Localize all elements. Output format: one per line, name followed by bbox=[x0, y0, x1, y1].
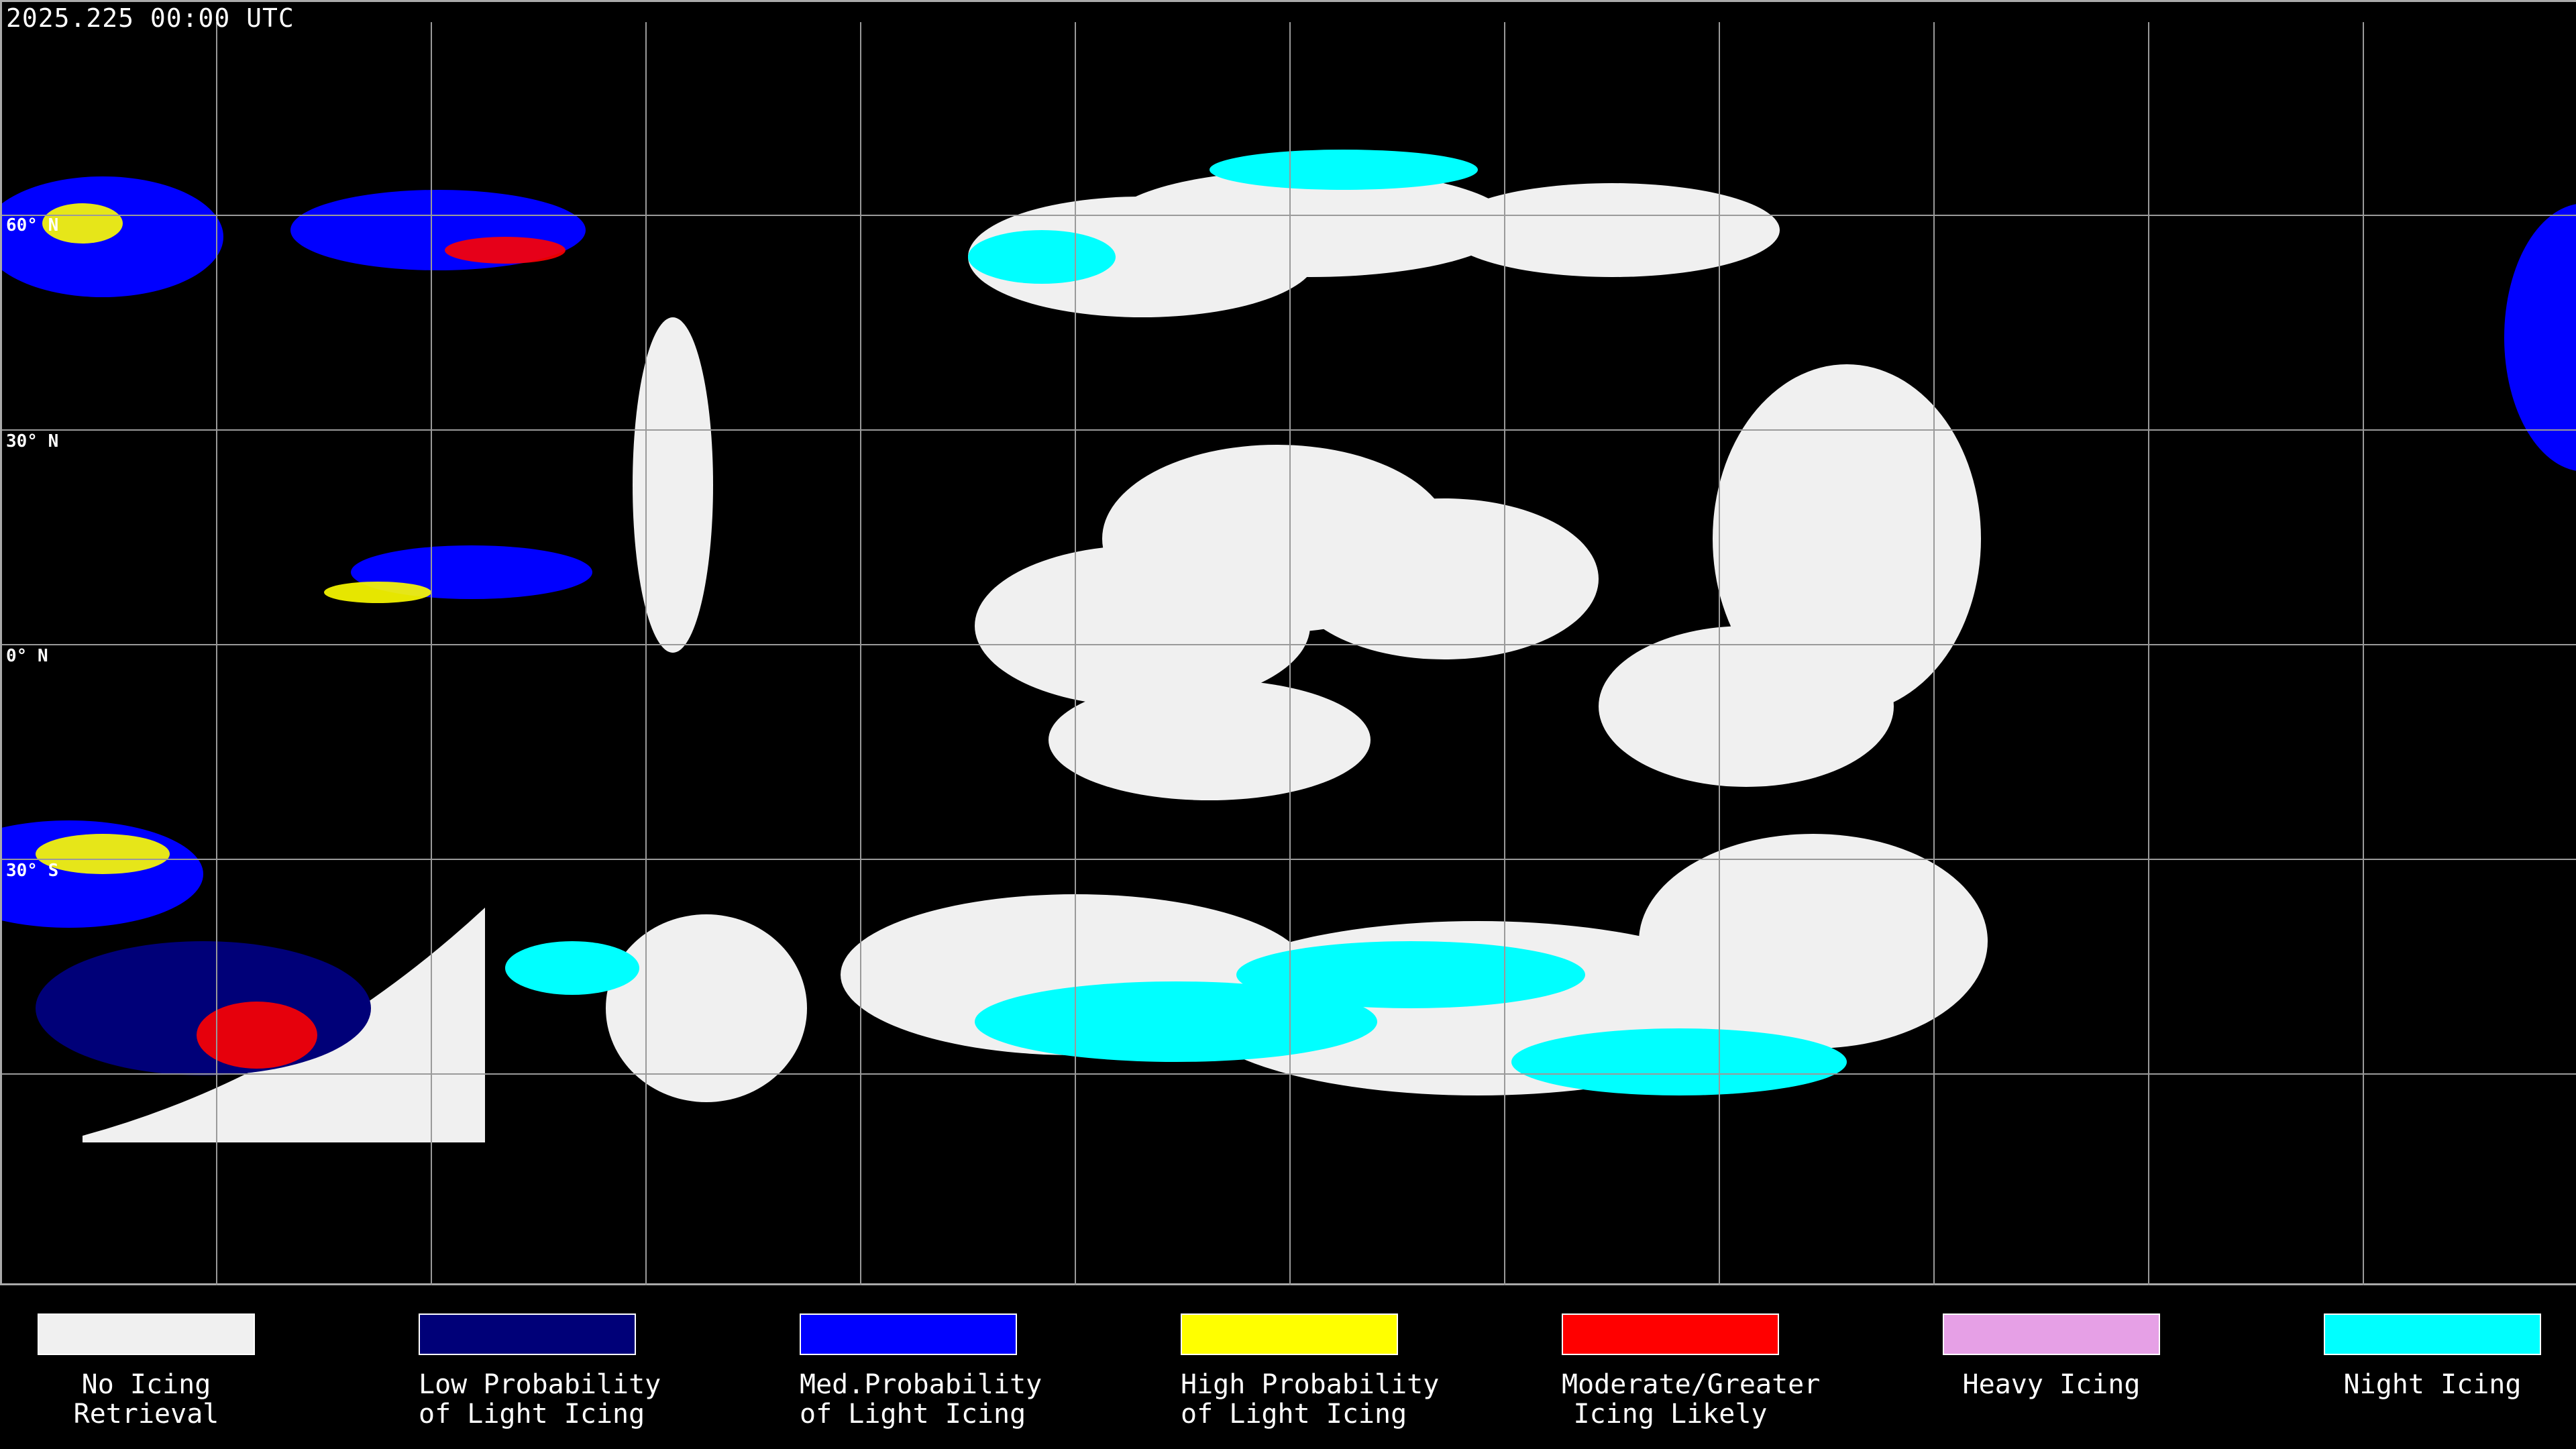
icing-map-canvas bbox=[0, 22, 2576, 1285]
legend-label: No Icing Retrieval bbox=[73, 1369, 219, 1430]
icing-cloud bbox=[445, 237, 566, 264]
no-icing-cloud bbox=[1599, 626, 1894, 787]
no-icing-cloud bbox=[606, 914, 807, 1102]
lat-label-30n: 30° N bbox=[6, 431, 59, 451]
night-icing-cloud bbox=[1210, 150, 1478, 190]
night-icing-cloud bbox=[505, 941, 639, 995]
no-icing-cloud bbox=[83, 908, 485, 1142]
legend-swatch bbox=[1943, 1313, 2160, 1355]
lat-lon-grid bbox=[2, 22, 2576, 1285]
legend-label: Heavy Icing bbox=[1962, 1369, 2141, 1400]
night-icing-cloud bbox=[1511, 1028, 1847, 1095]
no-icing-cloud bbox=[1639, 834, 1988, 1049]
no-icing-cloud bbox=[1290, 498, 1599, 659]
icing-cloud bbox=[0, 176, 223, 297]
no-icing-cloud bbox=[1444, 183, 1780, 277]
legend-item: Heavy Icing bbox=[1943, 1313, 2160, 1399]
legend-label: High Probability of Light Icing bbox=[1181, 1369, 1440, 1430]
legend-item: Moderate/Greater Icing Likely bbox=[1562, 1313, 1821, 1430]
legend-item: Low Probability of Light Icing bbox=[419, 1313, 661, 1430]
icing-data-layer bbox=[0, 145, 2576, 1143]
icing-cloud bbox=[197, 1002, 317, 1069]
icing-cloud bbox=[324, 582, 431, 603]
no-icing-cloud bbox=[1109, 170, 1511, 277]
legend-swatch bbox=[38, 1313, 255, 1355]
legend-item: No Icing Retrieval bbox=[38, 1313, 255, 1429]
no-icing-cloud bbox=[975, 545, 1310, 706]
no-icing-cloud bbox=[1049, 680, 1371, 800]
legend-label: Night Icing bbox=[2343, 1369, 2522, 1400]
timestamp-title: 2025.225 00:00 UTC bbox=[6, 3, 294, 33]
legend-label: Moderate/Greater Icing Likely bbox=[1562, 1369, 1821, 1430]
legend-label: Med.Probability of Light Icing bbox=[800, 1369, 1042, 1430]
night-icing-cloud bbox=[968, 230, 1116, 284]
icing-cloud bbox=[36, 834, 170, 874]
no-icing-cloud bbox=[633, 317, 713, 653]
icing-cloud bbox=[42, 203, 123, 244]
legend-swatch bbox=[1562, 1313, 1779, 1355]
lat-label-30s: 30° S bbox=[6, 861, 59, 881]
night-icing-cloud bbox=[1236, 941, 1585, 1008]
icing-map: 2025.225 00:00 UTC 60° N 30° N 0° N 30° … bbox=[0, 0, 2576, 1285]
lat-label-60n: 60° N bbox=[6, 215, 59, 235]
no-icing-cloud bbox=[1713, 364, 1981, 713]
legend-item: High Probability of Light Icing bbox=[1181, 1313, 1440, 1430]
legend-label: Low Probability of Light Icing bbox=[419, 1369, 661, 1430]
legend-swatch bbox=[800, 1313, 1017, 1355]
legend-swatch bbox=[419, 1313, 636, 1355]
legend-swatch bbox=[2324, 1313, 2541, 1355]
icing-cloud bbox=[36, 941, 371, 1075]
night-icing-cloud bbox=[975, 981, 1377, 1062]
lat-label-0n: 0° N bbox=[6, 646, 48, 666]
icing-cloud bbox=[2504, 204, 2576, 471]
legend-item: Night Icing bbox=[2324, 1313, 2541, 1399]
legend-swatch bbox=[1181, 1313, 1398, 1355]
legend-item: Med.Probability of Light Icing bbox=[800, 1313, 1042, 1430]
